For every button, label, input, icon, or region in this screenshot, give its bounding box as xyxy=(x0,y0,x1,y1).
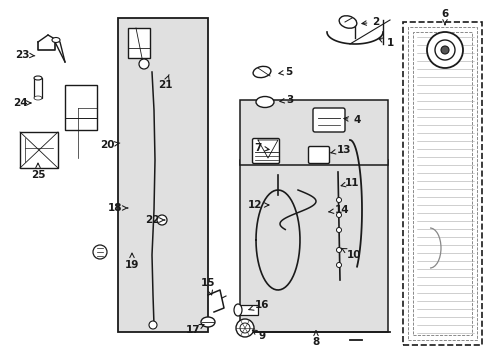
Bar xyxy=(402,22,481,345)
Text: 19: 19 xyxy=(124,253,139,270)
Ellipse shape xyxy=(253,66,270,78)
Text: 11: 11 xyxy=(341,178,359,188)
Ellipse shape xyxy=(34,96,42,100)
Circle shape xyxy=(139,59,149,69)
Circle shape xyxy=(336,262,341,267)
Text: 17: 17 xyxy=(185,324,203,335)
Text: 1: 1 xyxy=(378,38,393,48)
Circle shape xyxy=(336,212,341,217)
Circle shape xyxy=(240,323,249,333)
Circle shape xyxy=(149,321,157,329)
Text: 10: 10 xyxy=(341,248,361,260)
Text: 20: 20 xyxy=(100,140,120,150)
Text: 24: 24 xyxy=(13,98,31,108)
Text: 4: 4 xyxy=(343,115,360,125)
Text: 22: 22 xyxy=(144,215,164,225)
FancyBboxPatch shape xyxy=(308,147,329,163)
Ellipse shape xyxy=(201,317,215,327)
Text: 12: 12 xyxy=(247,200,268,210)
Circle shape xyxy=(236,319,253,337)
Bar xyxy=(65,85,97,130)
Ellipse shape xyxy=(339,16,356,28)
Bar xyxy=(240,100,387,165)
Bar xyxy=(238,305,258,315)
Circle shape xyxy=(93,245,107,259)
Circle shape xyxy=(336,198,341,202)
Bar xyxy=(407,27,476,340)
FancyBboxPatch shape xyxy=(252,139,279,163)
Bar xyxy=(118,18,207,332)
Circle shape xyxy=(434,40,454,60)
Text: 6: 6 xyxy=(441,9,447,24)
Ellipse shape xyxy=(234,304,242,316)
FancyBboxPatch shape xyxy=(312,108,345,132)
Text: 3: 3 xyxy=(279,95,293,105)
Circle shape xyxy=(440,46,448,54)
Ellipse shape xyxy=(34,76,42,80)
Bar xyxy=(34,78,42,98)
Text: 16: 16 xyxy=(248,300,269,310)
Circle shape xyxy=(157,215,167,225)
Bar xyxy=(20,132,58,168)
Circle shape xyxy=(336,248,341,252)
Ellipse shape xyxy=(52,37,60,42)
Bar xyxy=(128,28,150,58)
Text: 13: 13 xyxy=(330,145,350,155)
Circle shape xyxy=(426,32,462,68)
Bar xyxy=(240,160,387,332)
Text: 2: 2 xyxy=(361,17,379,27)
Text: 23: 23 xyxy=(15,50,35,60)
Text: 15: 15 xyxy=(201,278,215,295)
Text: 14: 14 xyxy=(328,205,348,215)
Text: 18: 18 xyxy=(107,203,127,213)
Text: 8: 8 xyxy=(312,331,319,347)
Bar xyxy=(412,32,471,335)
Circle shape xyxy=(336,228,341,233)
Text: 21: 21 xyxy=(158,75,172,90)
Text: 9: 9 xyxy=(252,330,265,341)
Text: 5: 5 xyxy=(278,67,292,77)
Text: 7: 7 xyxy=(254,143,268,153)
Text: 25: 25 xyxy=(31,163,45,180)
Ellipse shape xyxy=(256,96,273,108)
